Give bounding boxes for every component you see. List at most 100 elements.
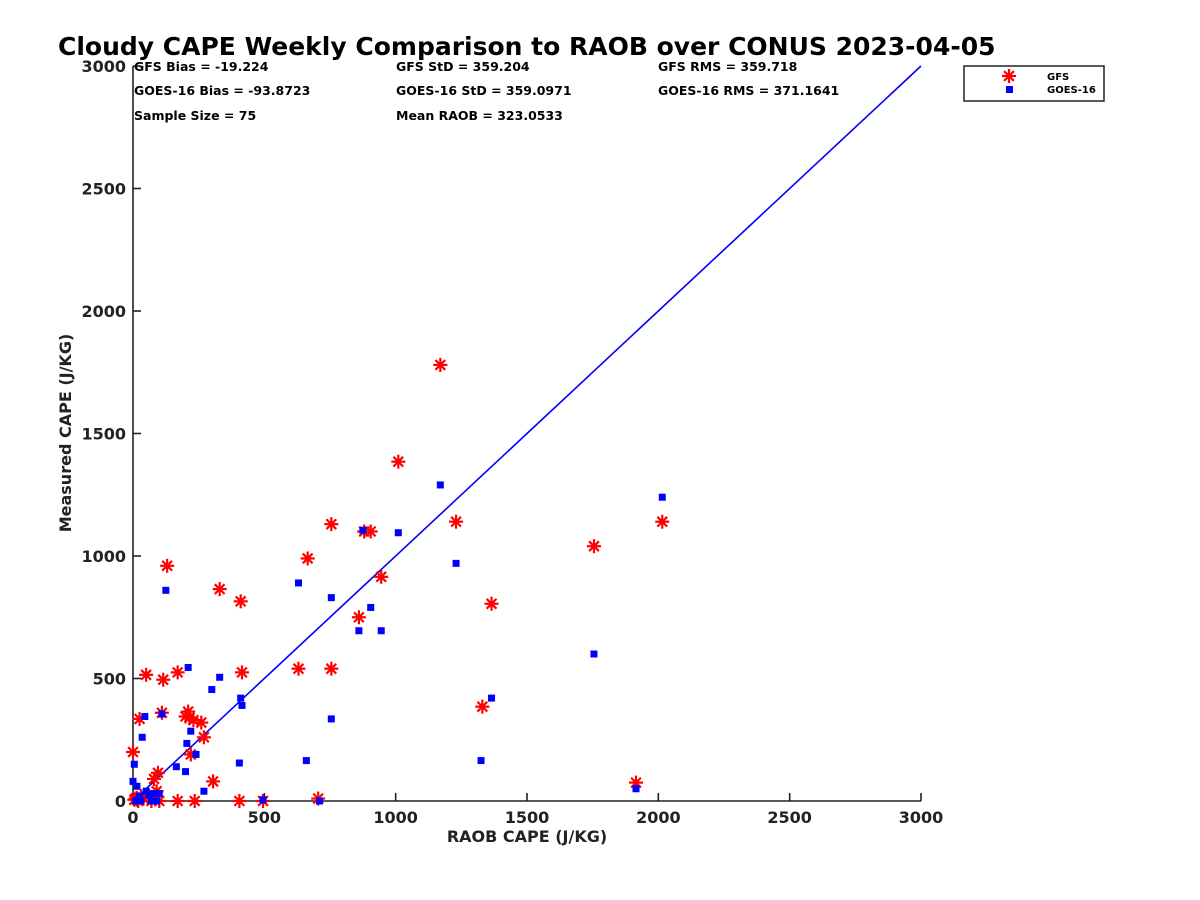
goes16-point bbox=[208, 686, 216, 694]
goes16-point bbox=[155, 790, 163, 798]
legend-gfs-marker bbox=[1002, 69, 1016, 83]
goes16-point bbox=[238, 701, 246, 709]
goes16-point bbox=[192, 750, 200, 758]
gfs-point bbox=[206, 774, 221, 789]
goes16-point bbox=[182, 768, 190, 776]
goes16-point bbox=[315, 797, 323, 805]
goes16-point bbox=[129, 777, 137, 785]
gfs-point bbox=[156, 672, 171, 687]
goes16-point bbox=[488, 694, 496, 702]
goes16-point bbox=[142, 787, 150, 795]
stats-block: GFS Bias = -19.224 GFS StD = 359.204 GFS… bbox=[134, 59, 839, 123]
gfs-point bbox=[300, 551, 315, 566]
plot-area: 0 500 1000 1500 2000 2500 3000 0 500 1000 1500 200… bbox=[81, 57, 943, 827]
gfs-point bbox=[433, 357, 448, 372]
x-tick-label: 2000 bbox=[636, 808, 681, 827]
goes16-point bbox=[632, 785, 640, 793]
goes16-point bbox=[136, 792, 144, 800]
stat-mean-raob: Mean RAOB = 323.0533 bbox=[396, 108, 563, 123]
goes16-point bbox=[158, 710, 166, 718]
goes16-point bbox=[377, 627, 385, 635]
stat-sample-size: Sample Size = 75 bbox=[134, 108, 256, 123]
legend-label-gfs: GFS bbox=[1047, 72, 1069, 83]
stat-gfs-rms: GFS RMS = 359.718 bbox=[658, 59, 797, 74]
goes16-point bbox=[452, 559, 460, 567]
goes16-point bbox=[216, 673, 224, 681]
gfs-point bbox=[351, 610, 366, 625]
goes16-point bbox=[184, 663, 192, 671]
gfs-point bbox=[235, 665, 250, 680]
gfs-point bbox=[324, 517, 339, 532]
goes16-series bbox=[129, 481, 666, 805]
x-tick-label: 1000 bbox=[373, 808, 418, 827]
goes16-point bbox=[183, 739, 191, 747]
goes16-point bbox=[259, 796, 267, 804]
gfs-point bbox=[449, 514, 464, 529]
chart-title: Cloudy CAPE Weekly Comparison to RAOB ov… bbox=[58, 32, 996, 61]
goes16-point bbox=[145, 791, 153, 799]
legend: GFS GOES-16 bbox=[963, 65, 1105, 102]
gfs-series bbox=[126, 357, 670, 808]
gfs-point bbox=[160, 558, 175, 573]
gfs-point bbox=[233, 594, 248, 609]
goes16-point bbox=[153, 797, 161, 805]
goes16-point bbox=[355, 627, 363, 635]
goes16-point bbox=[590, 650, 598, 658]
y-tick-label: 1000 bbox=[81, 547, 126, 566]
goes16-point bbox=[141, 712, 149, 720]
goes16-point bbox=[327, 715, 335, 723]
goes16-point bbox=[235, 759, 243, 767]
gfs-point bbox=[232, 794, 247, 808]
goes16-point bbox=[394, 529, 402, 537]
stat-goes-rms: GOES-16 RMS = 371.1641 bbox=[658, 83, 839, 98]
x-tick-label: 3000 bbox=[899, 808, 944, 827]
gfs-point bbox=[150, 765, 165, 780]
goes16-point bbox=[162, 586, 170, 594]
x-axis-label: RAOB CAPE (J/KG) bbox=[447, 827, 607, 846]
goes16-point bbox=[187, 727, 195, 735]
goes16-point bbox=[130, 760, 138, 768]
gfs-point bbox=[126, 745, 140, 759]
y-tick-label: 2500 bbox=[81, 180, 126, 199]
gfs-point bbox=[391, 454, 406, 469]
goes16-point bbox=[658, 493, 666, 501]
stat-goes-bias: GOES-16 Bias = -93.8723 bbox=[134, 83, 310, 98]
gfs-point bbox=[139, 667, 154, 682]
goes16-point bbox=[359, 526, 367, 534]
x-tick-label: 500 bbox=[248, 808, 281, 827]
y-tick-label: 3000 bbox=[81, 57, 126, 76]
gfs-point bbox=[187, 794, 202, 808]
goes16-point bbox=[150, 790, 158, 798]
gfs-point bbox=[170, 665, 185, 680]
gfs-point bbox=[324, 661, 339, 676]
goes16-point bbox=[237, 694, 245, 702]
goes16-point bbox=[436, 481, 444, 489]
goes16-point bbox=[477, 757, 485, 765]
gfs-point bbox=[212, 582, 227, 597]
stat-gfs-bias: GFS Bias = -19.224 bbox=[134, 59, 269, 74]
goes16-point bbox=[138, 733, 146, 741]
gfs-point bbox=[291, 661, 306, 676]
legend-label-goes16: GOES-16 bbox=[1047, 85, 1096, 96]
goes16-point bbox=[172, 763, 180, 771]
goes16-point bbox=[294, 579, 302, 587]
x-ticks: 0 500 1000 1500 2000 2500 3000 bbox=[127, 793, 943, 827]
gfs-point bbox=[194, 715, 209, 730]
goes16-point bbox=[367, 603, 375, 611]
y-tick-label: 2000 bbox=[81, 302, 126, 321]
y-ticks: 0 500 1000 1500 2000 2500 3000 bbox=[81, 57, 141, 811]
y-tick-label: 0 bbox=[115, 792, 126, 811]
stat-goes-std: GOES-16 StD = 359.0971 bbox=[396, 83, 572, 98]
legend-box bbox=[963, 65, 1105, 102]
x-tick-label: 1500 bbox=[505, 808, 550, 827]
gfs-point bbox=[374, 569, 389, 584]
gfs-point bbox=[170, 794, 185, 808]
gfs-point bbox=[475, 699, 490, 714]
stat-gfs-std: GFS StD = 359.204 bbox=[396, 59, 530, 74]
goes16-point bbox=[327, 594, 335, 602]
gfs-point bbox=[586, 539, 601, 554]
goes16-point bbox=[137, 797, 145, 805]
x-tick-label: 2500 bbox=[767, 808, 812, 827]
one-to-one-line bbox=[132, 65, 922, 802]
